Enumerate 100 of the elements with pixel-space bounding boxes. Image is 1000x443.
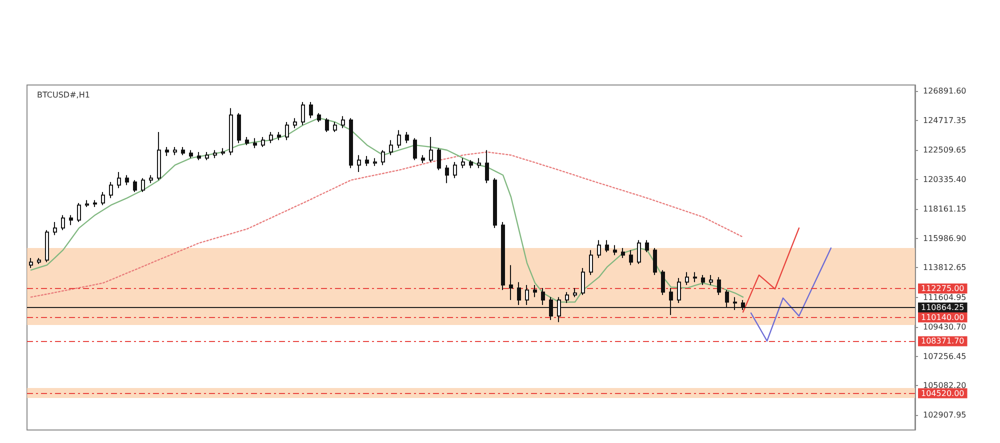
y-tick-label: 107256.45 (923, 352, 966, 361)
candlestick (117, 171, 121, 189)
candlestick (109, 181, 113, 199)
candlestick (429, 136, 433, 162)
candlestick (197, 152, 201, 161)
candlestick (389, 140, 393, 156)
ref-line-label: 112275.00 (921, 284, 964, 293)
candlestick (69, 214, 73, 226)
candlestick (421, 154, 425, 164)
candlestick (229, 108, 233, 156)
y-tick-label: 102907.95 (923, 410, 966, 420)
candlestick (261, 136, 265, 148)
candlestick (269, 132, 273, 144)
candlestick (677, 278, 681, 304)
candlestick (469, 160, 473, 169)
ref-line-label: 108371.70 (921, 336, 964, 346)
candlestick (597, 240, 601, 259)
candlestick (509, 264, 513, 301)
candlestick (205, 152, 209, 161)
candlestick (709, 274, 713, 286)
candlestick (493, 178, 497, 229)
y-tick-label: 124717.35 (923, 116, 966, 125)
candlestick (221, 148, 225, 156)
y-tick-label: 122509.65 (923, 146, 966, 155)
candlestick (277, 132, 281, 141)
candlestick (53, 221, 57, 236)
line-series (30, 151, 744, 298)
candlestick (93, 200, 97, 208)
ref-line-label: 110864.25 (921, 303, 964, 312)
candlestick (717, 276, 721, 296)
y-tick-label: 113812.65 (923, 263, 966, 272)
y-tick-label: 126891.60 (923, 86, 966, 96)
candlestick (685, 272, 689, 286)
candlestick (357, 154, 361, 172)
candlestick (237, 112, 241, 144)
candlestick (61, 214, 65, 231)
candlestick (101, 191, 105, 206)
line-series (750, 247, 832, 342)
candlestick (525, 284, 529, 306)
candlestick (189, 150, 193, 159)
candlestick (245, 136, 249, 146)
y-tick-label: 111604.95 (923, 293, 966, 302)
candlestick (701, 274, 705, 286)
candlestick (445, 164, 449, 184)
y-tick-label: 115986.90 (923, 234, 966, 243)
candlestick (77, 202, 81, 222)
candlestick (661, 270, 665, 296)
candlestick (125, 174, 129, 186)
candlestick (85, 200, 89, 208)
candlestick (165, 146, 169, 157)
candlestick (573, 288, 577, 298)
candlestick (693, 272, 697, 283)
candlestick (621, 248, 625, 259)
candlestick (149, 174, 153, 184)
candlestick (413, 138, 417, 161)
y-tick-label: 118161.15 (923, 204, 966, 214)
candlestick (285, 122, 289, 141)
candlestick (373, 158, 377, 167)
candlestick (405, 132, 409, 144)
candlestick (565, 292, 569, 304)
candlestick (541, 288, 545, 306)
candlestick (309, 102, 313, 119)
candlestick (581, 268, 585, 296)
candlestick (533, 284, 537, 298)
y-tick-label: 109430.70 (923, 322, 966, 332)
candlestick (453, 161, 457, 179)
candlestick (181, 146, 185, 156)
candlestick (629, 250, 633, 266)
y-tick-label: 120335.40 (923, 175, 966, 184)
candlestick (613, 244, 617, 256)
candlestick (517, 282, 521, 306)
candlestick (437, 148, 441, 171)
candlestick (349, 118, 353, 169)
candlestick (485, 150, 489, 184)
candlestick (461, 158, 465, 169)
candlestick (301, 102, 305, 126)
candlestick (325, 118, 329, 133)
ref-line-label: 104520.00 (921, 388, 964, 398)
candlestick (29, 258, 33, 269)
ref-line-label: 110140.00 (921, 312, 964, 322)
candlestick (501, 221, 505, 291)
candlestick (341, 116, 345, 129)
y-tick-label: 105082.20 (923, 381, 966, 390)
candlestick (141, 178, 145, 192)
candlestick (397, 130, 401, 149)
candlestick (637, 240, 641, 264)
candlestick (45, 230, 49, 263)
candlestick (253, 138, 257, 149)
candlestick (605, 240, 609, 253)
candlestick (365, 156, 369, 167)
candlestick (157, 132, 161, 181)
text: BTCUSD#,H1 (37, 90, 90, 100)
candlestick (173, 146, 177, 156)
candlestick (381, 150, 385, 166)
candlestick (37, 258, 41, 264)
candlestick (645, 240, 649, 253)
candlestick (317, 112, 321, 123)
line-series (30, 117, 744, 303)
candlestick (653, 248, 657, 276)
candlestick (293, 118, 297, 129)
